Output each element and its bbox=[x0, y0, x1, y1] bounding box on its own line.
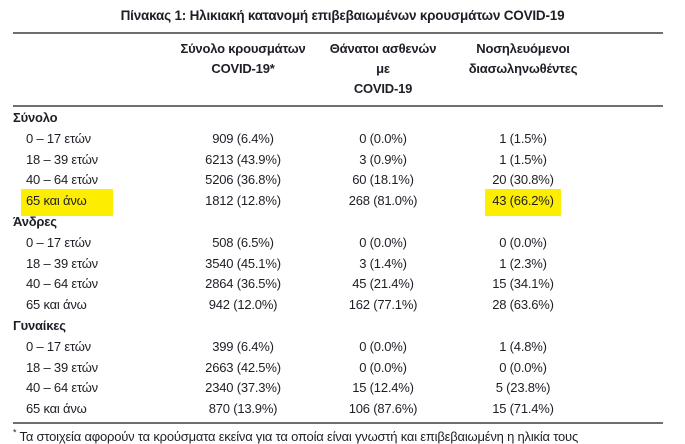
row-label-age-group: 18 – 39 ετών bbox=[26, 151, 98, 167]
footnote-asterisk: * bbox=[13, 427, 17, 438]
section-header-row: Άνδρες bbox=[13, 212, 663, 233]
row-label-age-group: 40 – 64 ετών bbox=[26, 172, 98, 188]
header-line: διασωληνωθέντες bbox=[468, 61, 578, 76]
header-total-cases: Σύνολο κρουσμάτων COVID-19* bbox=[158, 39, 328, 99]
cell-deaths: 268 (81.0%) bbox=[348, 193, 418, 209]
cell-intubated: 5 (23.8%) bbox=[495, 380, 551, 396]
empty-cell bbox=[158, 316, 328, 337]
cell-total-cases: 6213 (43.9%) bbox=[205, 151, 281, 167]
cell-intubated: 1 (1.5%) bbox=[499, 151, 547, 167]
cell-deaths: 3 (0.9%) bbox=[359, 151, 407, 167]
header-line: Θάνατοι ασθενών με bbox=[329, 41, 437, 76]
cell-deaths: 45 (21.4%) bbox=[352, 276, 414, 292]
table-body: Σύνολο 0 – 17 ετών 909 (6.4%) 0 (0.0%) 1 (1.… bbox=[13, 107, 663, 422]
cell-total-cases: 3540 (45.1%) bbox=[205, 255, 281, 271]
row-label-age-group: 0 – 17 ετών bbox=[26, 130, 91, 146]
empty-cell bbox=[438, 316, 608, 337]
cell-intubated: 0 (0.0%) bbox=[499, 234, 547, 250]
header-deaths: Θάνατοι ασθενών με COVID-19 bbox=[328, 39, 438, 99]
cell-intubated: 28 (63.6%) bbox=[492, 297, 554, 313]
cell-total-cases: 5206 (36.8%) bbox=[205, 172, 281, 188]
header-line: COVID-19* bbox=[211, 61, 275, 76]
cell-deaths: 162 (77.1%) bbox=[348, 297, 418, 313]
table-row: 40 – 64 ετών 2340 (37.3%) 15 (12.4%) 5 (23.… bbox=[13, 378, 663, 399]
empty-cell bbox=[328, 212, 438, 233]
cell-deaths: 60 (18.1%) bbox=[352, 172, 414, 188]
empty-cell bbox=[438, 108, 608, 129]
cell-intubated: 20 (30.8%) bbox=[492, 172, 554, 188]
cell-deaths: 0 (0.0%) bbox=[359, 130, 407, 146]
section-label: Γυναίκες bbox=[13, 317, 66, 333]
empty-cell bbox=[328, 108, 438, 129]
section-label: Σύνολο bbox=[13, 110, 58, 125]
header-intubated: Νοσηλευόμενοι διασωληνωθέντες bbox=[438, 39, 608, 99]
empty-cell bbox=[158, 212, 328, 233]
table-row: 18 – 39 ετών 2663 (42.5%) 0 (0.0%) 0 (0.0%) bbox=[13, 358, 663, 379]
cell-deaths: 0 (0.0%) bbox=[359, 359, 407, 375]
cell-total-cases: 2340 (37.3%) bbox=[205, 380, 281, 396]
cell-total-cases: 942 (12.0%) bbox=[208, 297, 278, 313]
table-title: Πίνακας 1: Ηλικιακή κατανομή επιβεβαιωμέ… bbox=[120, 8, 565, 23]
row-label-age-group: 18 – 39 ετών bbox=[26, 359, 98, 375]
table-footnote: * Τα στοιχεία αφορούν τα κρούσματα εκείν… bbox=[13, 427, 673, 444]
table-row: 0 – 17 ετών 909 (6.4%) 0 (0.0%) 1 (1.5%) bbox=[13, 129, 663, 150]
marker-highlight: 65 και άνω bbox=[21, 189, 113, 216]
header-line: Σύνολο κρουσμάτων bbox=[180, 41, 306, 56]
table-row: 40 – 64 ετών 2864 (36.5%) 45 (21.4%) 15 (34… bbox=[13, 274, 663, 295]
table-row: 18 – 39 ετών 3540 (45.1%) 3 (1.4%) 1 (2.3%) bbox=[13, 254, 663, 275]
cell-total-cases: 2663 (42.5%) bbox=[205, 359, 281, 375]
table-row: 18 – 39 ετών 6213 (43.9%) 3 (0.9%) 1 (1.5%) bbox=[13, 150, 663, 171]
header-line: COVID-19 bbox=[353, 81, 413, 96]
header-line: Νοσηλευόμενοι bbox=[476, 41, 570, 56]
cell-total-cases: 508 (6.5%) bbox=[212, 234, 274, 250]
row-label-age-group: 65 και άνω bbox=[13, 189, 158, 216]
table-row: 65 και άνω 942 (12.0%) 162 (77.1%) 28 (63.6… bbox=[13, 295, 663, 316]
row-label-age-group: 65 και άνω bbox=[26, 401, 87, 417]
cell-intubated: 1 (2.3%) bbox=[499, 255, 547, 271]
cell-total-cases: 399 (6.4%) bbox=[212, 338, 274, 354]
section-header-row: Γυναίκες bbox=[13, 316, 663, 337]
cell-total-cases: 909 (6.4%) bbox=[212, 130, 274, 146]
empty-cell bbox=[158, 108, 328, 129]
row-label-age-group: 0 – 17 ετών bbox=[26, 338, 91, 354]
row-label-age-group: 65 και άνω bbox=[26, 297, 87, 313]
covid-age-distribution-table: Σύνολο κρουσμάτων COVID-19* Θάνατοι ασθε… bbox=[13, 32, 663, 424]
marker-highlight: 43 (66.2%) bbox=[485, 189, 561, 216]
footnote-text: Τα στοιχεία αφορούν τα κρούσματα εκείνα … bbox=[19, 428, 579, 444]
table-row: 40 – 64 ετών 5206 (36.8%) 60 (18.1%) 20 (30… bbox=[13, 170, 663, 191]
cell-deaths: 0 (0.0%) bbox=[359, 338, 407, 354]
row-label-age-group: 0 – 17 ετών bbox=[26, 234, 91, 250]
table-row: 65 και άνω 870 (13.9%) 106 (87.6%) 15 (71.4… bbox=[13, 399, 663, 420]
cell-deaths: 0 (0.0%) bbox=[359, 234, 407, 250]
table-row: 65 και άνω 1812 (12.8%) 268 (81.0%) 43 (66.… bbox=[13, 189, 663, 216]
cell-total-cases: 870 (13.9%) bbox=[208, 401, 278, 417]
cell-deaths: 15 (12.4%) bbox=[352, 380, 414, 396]
cell-deaths: 3 (1.4%) bbox=[359, 255, 407, 271]
cell-intubated: 15 (71.4%) bbox=[492, 401, 554, 417]
row-label-age-group: 40 – 64 ετών bbox=[26, 276, 98, 292]
section-label: Άνδρες bbox=[13, 213, 57, 229]
cell-total-cases: 1812 (12.8%) bbox=[205, 193, 281, 209]
section-header-row: Σύνολο bbox=[13, 108, 663, 129]
cell-intubated: 43 (66.2%) bbox=[438, 189, 608, 216]
empty-cell bbox=[328, 316, 438, 337]
row-label-age-group: 40 – 64 ετών bbox=[26, 380, 98, 396]
header-empty-cell bbox=[13, 39, 158, 99]
cell-deaths: 106 (87.6%) bbox=[348, 401, 418, 417]
row-label-age-group: 18 – 39 ετών bbox=[26, 255, 98, 271]
cell-intubated: 15 (34.1%) bbox=[492, 276, 554, 292]
table-header-row: Σύνολο κρουσμάτων COVID-19* Θάνατοι ασθε… bbox=[13, 32, 663, 107]
cell-total-cases: 2864 (36.5%) bbox=[205, 276, 281, 292]
table-row: 0 – 17 ετών 399 (6.4%) 0 (0.0%) 1 (4.8%) bbox=[13, 337, 663, 358]
cell-intubated: 1 (4.8%) bbox=[499, 338, 547, 354]
cell-intubated: 1 (1.5%) bbox=[499, 130, 547, 146]
table-row: 0 – 17 ετών 508 (6.5%) 0 (0.0%) 0 (0.0%) bbox=[13, 233, 663, 254]
cell-intubated: 0 (0.0%) bbox=[499, 359, 547, 375]
